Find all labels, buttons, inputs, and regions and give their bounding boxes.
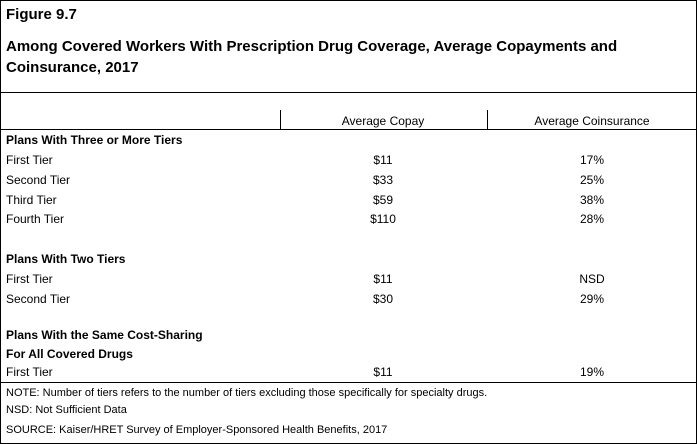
column-header-copay: Average Copay (341, 114, 425, 128)
figure-label: Figure 9.7 (6, 6, 77, 23)
row-coinsurance: 17% (579, 153, 605, 167)
row-copay: $33 (372, 173, 394, 187)
row-coinsurance: 38% (579, 193, 605, 207)
row-label: Fourth Tier (6, 212, 65, 226)
section-heading: Plans With Two Tiers (6, 252, 126, 266)
row-label: First Tier (6, 153, 53, 167)
column-header-coinsurance: Average Coinsurance (534, 114, 650, 128)
row-coinsurance: 25% (579, 173, 605, 187)
table-bottom-divider (0, 382, 697, 383)
row-coinsurance: 19% (579, 365, 605, 379)
row-copay: $110 (370, 212, 396, 226)
section-heading: For All Covered Drugs (6, 347, 133, 361)
row-label: Third Tier (6, 193, 57, 207)
row-label: First Tier (6, 365, 53, 379)
row-coinsurance: NSD (579, 272, 605, 286)
row-copay: $30 (372, 292, 394, 306)
row-label: Second Tier (6, 173, 71, 187)
source-note: SOURCE: Kaiser/HRET Survey of Employer-S… (6, 424, 388, 436)
footnote: NOTE: Number of tiers refers to the numb… (6, 387, 488, 399)
row-label: First Tier (6, 272, 53, 286)
row-copay: $11 (373, 365, 393, 379)
section-heading: Plans With Three or More Tiers (6, 133, 183, 147)
title-divider (0, 92, 697, 93)
section-heading: Plans With the Same Cost-Sharing (6, 328, 203, 342)
row-copay: $11 (373, 272, 393, 286)
row-coinsurance: 29% (579, 292, 605, 306)
nsd-note: NSD: Not Sufficient Data (6, 404, 127, 416)
figure-title: Among Covered Workers With Prescription … (6, 38, 618, 76)
row-coinsurance: 28% (579, 212, 605, 226)
row-label: Second Tier (6, 292, 71, 306)
row-copay: $11 (373, 153, 393, 167)
column-divider-2 (487, 110, 488, 129)
column-divider-1 (280, 110, 281, 129)
row-copay: $59 (372, 193, 394, 207)
header-divider (0, 129, 697, 130)
